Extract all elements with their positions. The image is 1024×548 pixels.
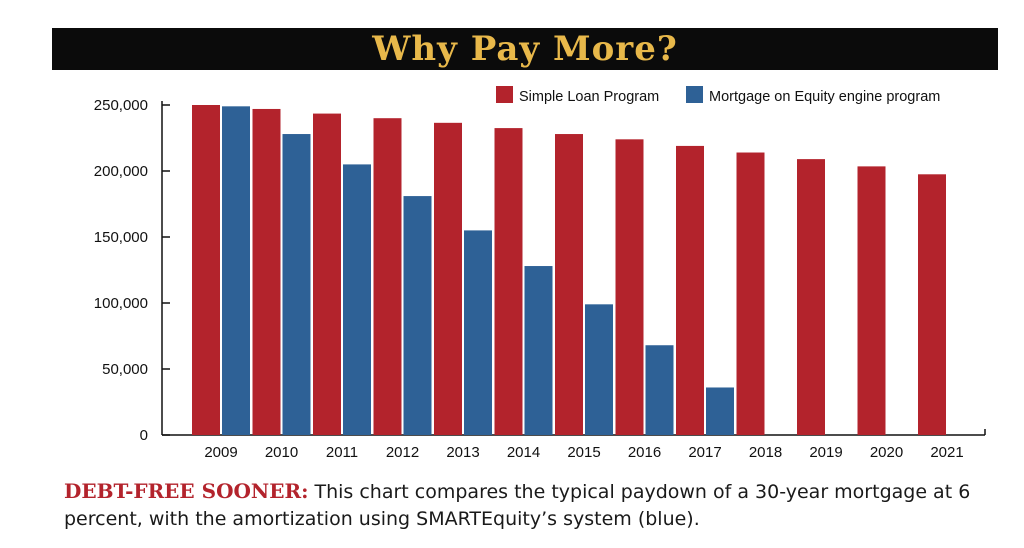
x-tick-label: 2013 <box>446 444 479 461</box>
x-tick-label: 2021 <box>930 444 963 461</box>
y-tick-label: 100,000 <box>94 295 148 312</box>
bar-simple-loan-2014 <box>494 128 523 435</box>
x-tick-label: 2015 <box>567 444 600 461</box>
bar-chart: 0 50,000 100,000 150,000 200,000 250,000 2009 2… <box>94 86 986 461</box>
legend-swatch-mortgage-equity <box>686 86 703 103</box>
y-tick-label: 200,000 <box>94 163 148 180</box>
chart-caption: DEBT-FREE SOONER: This chart compares th… <box>64 478 984 533</box>
x-tick-label: 2020 <box>870 444 903 461</box>
bar-simple-loan-2018 <box>736 152 765 435</box>
legend-swatch-simple-loan <box>496 86 513 103</box>
bar-simple-loan-2009 <box>192 105 220 435</box>
bar-mortgage-equity-2014 <box>524 266 553 435</box>
y-tick-label: 50,000 <box>102 361 148 378</box>
x-tick-label: 2019 <box>809 444 842 461</box>
bar-simple-loan-2021 <box>918 174 946 436</box>
x-tick-label: 2009 <box>204 444 237 461</box>
bar-mortgage-equity-2012 <box>403 196 432 435</box>
chart-title-bar: Why Pay More? <box>52 28 998 70</box>
bar-mortgage-equity-2015 <box>585 304 613 435</box>
caption-lead: DEBT-FREE SOONER: <box>64 479 309 503</box>
x-tick-label: 2010 <box>265 444 298 461</box>
bar-simple-loan-2011 <box>313 113 341 435</box>
bar-simple-loan-2019 <box>797 159 825 435</box>
x-tick-label: 2018 <box>749 444 782 461</box>
chart-title: Why Pay More? <box>372 29 678 69</box>
y-tick-label: 0 <box>140 427 148 444</box>
bar-simple-loan-2017 <box>676 145 704 436</box>
bar-mortgage-equity-2013 <box>464 230 492 435</box>
bar-simple-loan-2012 <box>373 118 402 435</box>
x-tick-label: 2017 <box>688 444 721 461</box>
caption-text: This chart compares the typical paydown … <box>64 481 971 530</box>
y-tick-label: 250,000 <box>94 97 148 114</box>
x-tick-label: 2014 <box>507 444 540 461</box>
x-tick-label: 2012 <box>386 444 419 461</box>
legend-label-simple-loan: Simple Loan Program <box>519 89 659 105</box>
legend-label-mortgage-equity: Mortgage on Equity engine program <box>709 89 940 105</box>
bar-mortgage-equity-2017 <box>706 387 734 435</box>
bar-mortgage-equity-2010 <box>282 134 311 435</box>
y-tick-label: 150,000 <box>94 229 148 246</box>
bar-simple-loan-2015 <box>555 134 583 435</box>
bar-mortgage-equity-2009 <box>222 106 250 435</box>
bar-simple-loan-2020 <box>857 166 886 435</box>
x-tick-label: 2016 <box>628 444 661 461</box>
bar-simple-loan-2016 <box>615 139 644 435</box>
x-tick-label: 2011 <box>326 444 358 461</box>
bar-mortgage-equity-2016 <box>645 345 674 435</box>
bar-simple-loan-2010 <box>252 108 281 436</box>
bar-mortgage-equity-2011 <box>343 164 371 435</box>
bar-simple-loan-2013 <box>434 122 462 435</box>
